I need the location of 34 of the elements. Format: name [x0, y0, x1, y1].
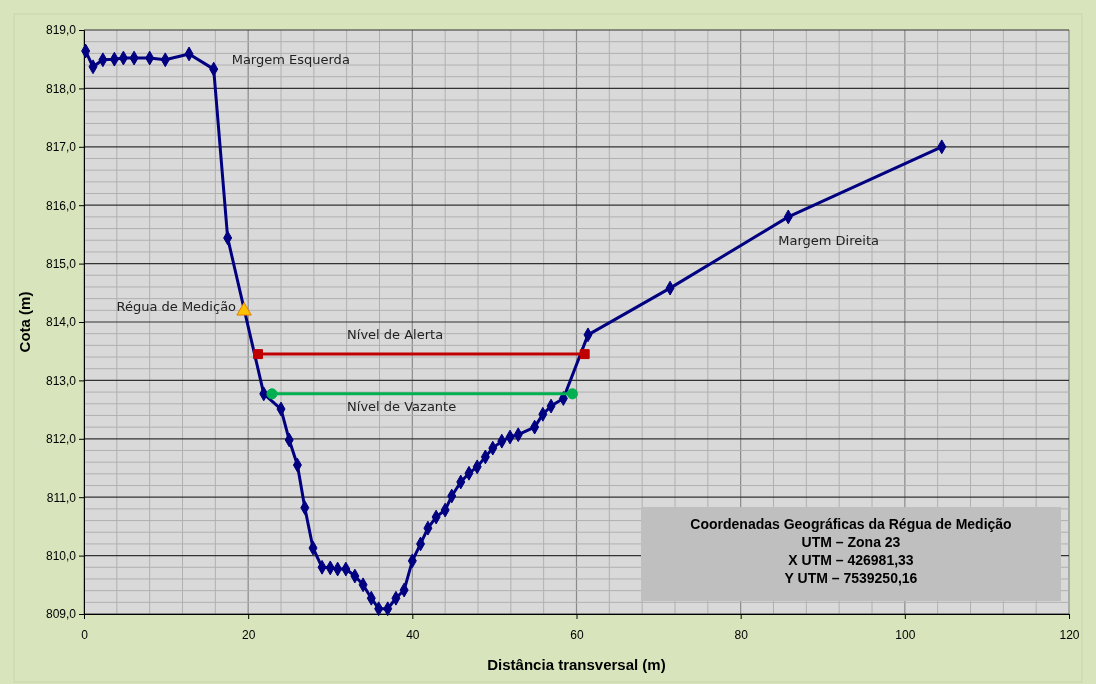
- annotation: Margem Direita: [778, 233, 879, 249]
- point: [253, 349, 263, 360]
- y-tick-label: 813,0: [45, 373, 77, 388]
- x-tick-label: 120: [1059, 627, 1080, 642]
- point: [566, 388, 578, 400]
- annotation: Nível de Alerta: [347, 326, 444, 342]
- x-axis-title: Distância transversal (m): [487, 656, 666, 673]
- y-tick-label: 818,0: [45, 81, 77, 96]
- x-tick-label: 80: [734, 627, 749, 642]
- point: [266, 388, 278, 400]
- y-tick-label: 817,0: [45, 140, 77, 155]
- annotation: Nível de Vazante: [347, 399, 457, 415]
- y-tick-label: 811,0: [46, 490, 77, 505]
- x-tick-label: 100: [895, 627, 916, 642]
- point: [579, 349, 590, 360]
- y-tick-label: 812,0: [45, 432, 77, 447]
- y-axis-title: Cota (m): [16, 291, 33, 353]
- annotation: UTM – Zona 23: [801, 534, 901, 550]
- y-tick-label: 815,0: [45, 256, 77, 271]
- annotation: X UTM – 426981,33: [788, 552, 914, 568]
- annotation: Coordenadas Geográficas da Régua de Medição: [690, 516, 1012, 532]
- y-tick-label: 816,0: [45, 198, 77, 213]
- y-tick-label: 819,0: [45, 23, 77, 38]
- y-tick-label: 809,0: [45, 607, 77, 622]
- annotation: Régua de Medição: [116, 299, 237, 315]
- annotation: Margem Esquerda: [231, 51, 350, 67]
- annotation: Y UTM – 7539250,16: [784, 570, 918, 586]
- point: [236, 302, 252, 316]
- x-tick-label: 40: [406, 627, 420, 642]
- x-tick-label: 20: [241, 627, 256, 642]
- x-tick-label: 0: [81, 627, 89, 642]
- y-tick-label: 810,0: [45, 548, 77, 563]
- y-tick-label: 814,0: [45, 315, 77, 330]
- x-tick-label: 60: [570, 627, 584, 642]
